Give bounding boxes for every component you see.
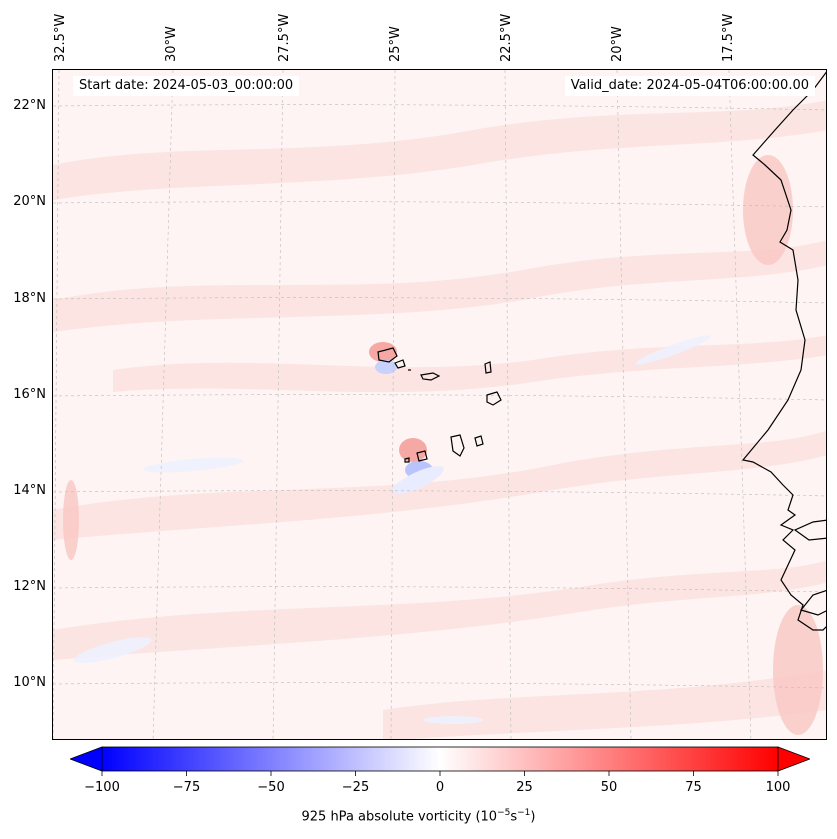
lon-label-27-5w: 27.5°W [277, 13, 292, 62]
colorbar-title: 925 hPa absolute vorticity (10−5s−1) [0, 808, 837, 824]
lat-label-12n: 12°N [13, 579, 46, 594]
colorbar-tick-50: 50 [600, 780, 618, 795]
graticule [53, 70, 826, 739]
colorbar-tick-25: 25 [516, 780, 533, 795]
maio-island [474, 435, 484, 447]
colorbar-tick-0: 0 [435, 780, 445, 795]
negative-vorticity-patches [74, 335, 711, 724]
brava-island [404, 457, 410, 463]
lat-label-16n: 16°N [13, 387, 46, 402]
lat-label-14n: 14°N [13, 483, 46, 498]
coastlines [741, 71, 826, 631]
senegal-gambia-coast [793, 519, 826, 541]
island-vorticity-dipoles [369, 342, 444, 494]
colorbar-title-exp1: −5 [497, 808, 511, 818]
colorbar-title-exp2: −1 [517, 808, 531, 818]
colorbar-tick-minus-100: −100 [84, 780, 120, 795]
coastal-positive-vorticity [63, 155, 823, 735]
start-date-label: Start date: 2024-05-03_00:00:00 [73, 76, 300, 96]
fogo-island [416, 450, 428, 462]
colorbar-gradient [101, 746, 779, 772]
colorbar-tick-minus-75: −75 [172, 780, 201, 795]
lon-label-17-5w: 17.5°W [721, 13, 736, 62]
sao-nicolau-island [420, 372, 441, 381]
map-panel [52, 69, 827, 740]
colorbar-title-main: 925 hPa absolute vorticity (10 [301, 809, 498, 825]
lon-label-25w: 25°W [388, 26, 403, 62]
lon-label-22-5w: 22.5°W [499, 13, 514, 62]
lon-label-32-5w: 32.5°W [53, 13, 68, 62]
vorticity-field [53, 70, 826, 739]
lat-label-10n: 10°N [13, 675, 46, 690]
lon-label-20w: 20°W [610, 26, 625, 62]
sao-vicente-island [394, 359, 406, 369]
colorbar-tick-minus-25: −25 [341, 780, 370, 795]
colorbar-title-mid: s [510, 809, 518, 825]
colorbar-title-end: ) [530, 809, 536, 825]
colorbar-max-extension [777, 746, 810, 772]
colorbar-tick-minus-50: −50 [257, 780, 285, 795]
sal-island [484, 361, 492, 374]
colorbar-tick-75: 75 [685, 780, 702, 795]
lat-label-18n: 18°N [13, 291, 46, 306]
colorbar-tick-100: 100 [765, 780, 791, 795]
africa-coast [741, 71, 826, 631]
santiago-island [450, 434, 465, 457]
colorbar [70, 746, 810, 776]
lat-label-20n: 20°N [13, 194, 46, 209]
boa-vista-island [486, 391, 502, 406]
colorbar-ticks [101, 771, 779, 776]
cape-verde-islands [377, 347, 502, 463]
lon-label-30w: 30°W [164, 26, 179, 62]
valid-date-label: Valid_date: 2024-05-04T06:00:00.00 [564, 76, 815, 96]
lat-label-22n: 22°N [13, 98, 46, 113]
colorbar-min-extension [70, 746, 103, 772]
positive-vorticity-streaks [53, 100, 826, 739]
guinea-bissau-coast [799, 590, 826, 616]
santo-antao-island [377, 347, 398, 363]
